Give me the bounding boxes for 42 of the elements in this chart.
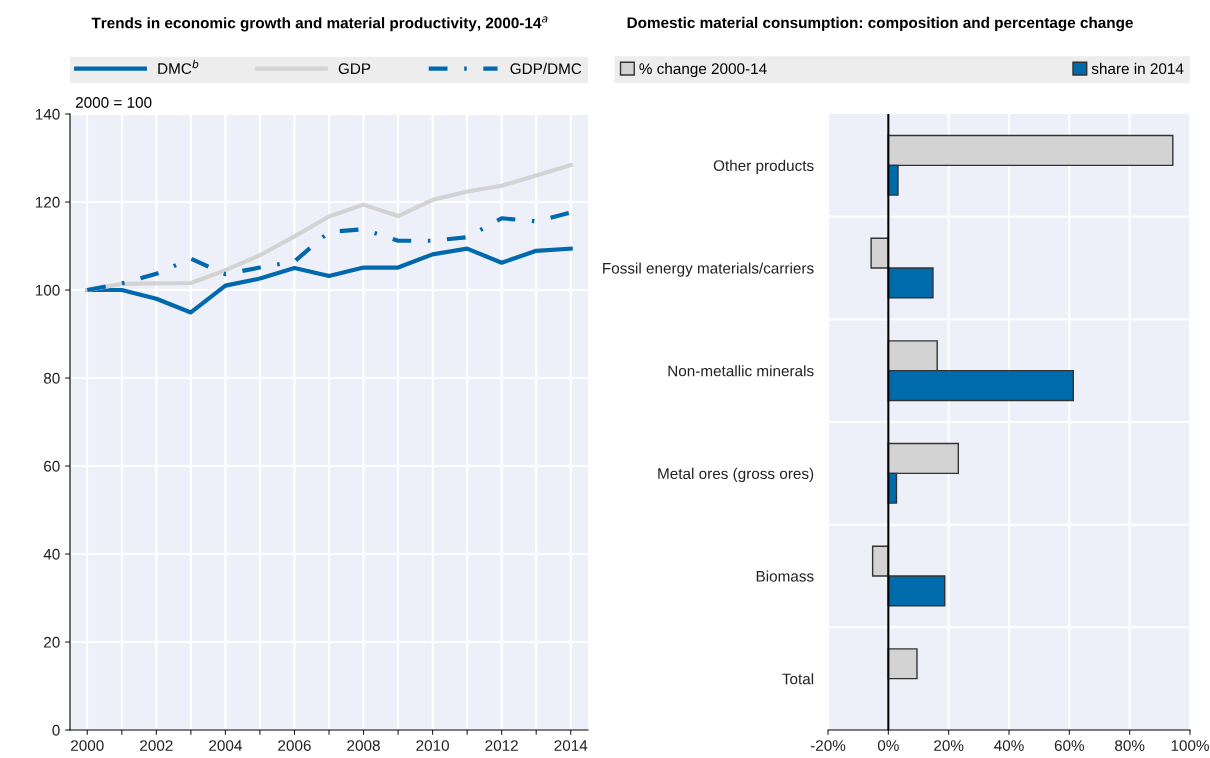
legend-label: GDP/DMC <box>510 62 582 75</box>
chart-title: Domestic material consumption: composition and percentage change <box>627 16 1133 32</box>
x-tick-label: 100% <box>1171 740 1209 751</box>
y-tick-label: 40 <box>43 548 60 560</box>
x-tick-label: 2008 <box>347 740 380 751</box>
legend-label: GDP <box>338 63 371 75</box>
x-tick-label: 2000 <box>71 740 104 751</box>
x-tick-label: 20% <box>934 740 964 751</box>
y-tick-label: 120 <box>35 196 60 208</box>
y-tick-label: Biomass <box>756 570 814 582</box>
x-tick-label: -20% <box>810 740 846 751</box>
x-tick-label: 2010 <box>416 740 449 751</box>
y-tick-label: Other products <box>713 159 814 175</box>
text: 2000 = 100 <box>75 97 152 108</box>
legend-label: DMC$^{b}$ <box>158 59 199 74</box>
x-tick-label: 0% <box>877 740 899 751</box>
bar <box>887 267 934 299</box>
bar <box>887 575 946 607</box>
x-tick-label: 2002 <box>140 740 173 751</box>
x-tick-label: 2004 <box>209 740 242 751</box>
y-tick-label: 20 <box>44 636 60 648</box>
y-tick-label: Non-metallic minerals <box>668 365 814 377</box>
bar <box>870 237 890 269</box>
y-tick-label: Total <box>782 673 814 685</box>
y-tick-label: 140 <box>35 108 60 120</box>
bar <box>887 648 918 680</box>
legend-label: % change 2000-14 <box>639 62 767 78</box>
y-tick-label: 100 <box>35 284 60 296</box>
x-tick-label: 2006 <box>278 740 311 751</box>
legend-label: share in 2014 <box>1091 62 1184 75</box>
x-tick-label: 2014 <box>554 740 588 751</box>
y-tick-label: Fossil energy materials/carriers <box>603 262 814 277</box>
x-tick-label: 2012 <box>485 740 518 751</box>
x-tick-label: 60% <box>1054 740 1085 751</box>
y-tick-label: Metal ores (gross ores) <box>658 467 814 483</box>
y-tick-label: 60 <box>44 460 60 472</box>
chart-title: Trends in economic growth and material productivity, 2000-14$^{a}$ <box>91 16 548 32</box>
y-tick-label: 0 <box>52 724 60 736</box>
x-tick-label: 80% <box>1115 740 1145 751</box>
x-tick-label: 40% <box>994 740 1024 751</box>
y-tick-label: 80 <box>43 372 60 384</box>
line-series <box>85 162 573 293</box>
